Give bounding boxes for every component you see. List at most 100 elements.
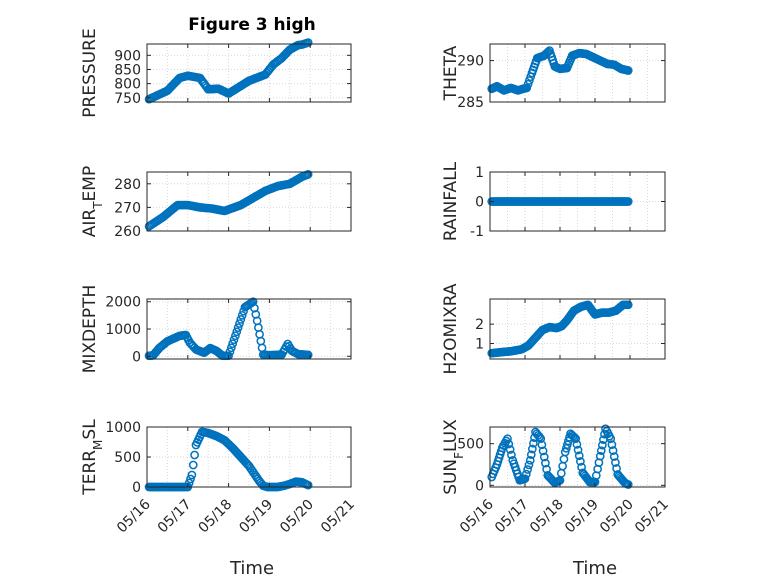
- data-point: [229, 335, 239, 345]
- x-tick-label: 05/17: [155, 497, 195, 537]
- data-point: [236, 315, 246, 324]
- data-point: [228, 339, 238, 349]
- data-point: [233, 323, 243, 332]
- data-point: [623, 197, 633, 206]
- x-axis-label-right: Time: [572, 558, 617, 579]
- data-point: [237, 311, 247, 320]
- subplot-rainfall: -1 0 1 RAINFALL: [441, 161, 666, 241]
- data-point: [522, 83, 532, 93]
- y-axis-label: TERRMSL: [80, 419, 105, 496]
- data-point: [537, 440, 547, 450]
- y-tick-label: 0: [475, 478, 484, 494]
- data-point: [226, 343, 236, 353]
- data-point: [571, 434, 581, 444]
- data-point: [507, 450, 516, 460]
- subplot-h2omixra: 1 2 H2OMIXRA: [441, 283, 666, 375]
- y-tick-label: 270: [114, 200, 141, 216]
- y-tick-label: 0: [132, 480, 141, 496]
- subplot-air_temp: 260 270 280 AIRTEMP: [80, 166, 352, 240]
- data-point: [529, 438, 538, 448]
- data-point: [303, 480, 313, 490]
- y-tick-label: 1000: [105, 420, 141, 436]
- data-point: [523, 79, 533, 89]
- data-point: [612, 464, 621, 473]
- data-point: [539, 452, 549, 462]
- x-tick-label: 05/20: [597, 497, 637, 537]
- axes-box: [146, 43, 352, 103]
- data-point: [607, 440, 617, 449]
- x-axis-label-left: Time: [229, 558, 274, 579]
- data-point: [573, 445, 583, 455]
- y-tick-label: 2000: [105, 295, 141, 311]
- y-tick-label: 850: [114, 62, 141, 78]
- y-tick-label: 0: [132, 349, 141, 365]
- y-tick-label: 1: [475, 165, 484, 181]
- y-tick-label: 280: [114, 177, 141, 193]
- data-point: [187, 470, 197, 480]
- data-point: [523, 465, 532, 474]
- y-tick-label: 500: [114, 450, 141, 466]
- y-tick-label: 285: [457, 95, 484, 111]
- data-point: [190, 450, 199, 460]
- y-axis-label: THETA: [441, 45, 461, 101]
- data-point: [623, 300, 633, 310]
- data-point: [524, 460, 534, 470]
- axes-box: [489, 426, 666, 488]
- data-point: [232, 327, 242, 337]
- data-point: [611, 458, 620, 467]
- data-point: [536, 434, 546, 444]
- y-tick-label: 0: [475, 195, 484, 211]
- data-point: [598, 440, 607, 450]
- figure-title: Figure 3 high: [188, 15, 316, 35]
- x-tick-label: 05/16: [114, 496, 154, 536]
- data-point: [521, 469, 531, 479]
- data-point: [542, 464, 551, 474]
- data-point: [225, 347, 235, 357]
- y-tick-label: 800: [114, 77, 141, 93]
- y-axis-label: SUNFLUX: [441, 419, 466, 495]
- y-axis-label: MIXDEPTH: [80, 285, 100, 374]
- plot-area: [147, 44, 351, 102]
- subplot-mixdepth: 0 1000 2000 MIXDEPTH: [80, 285, 352, 374]
- data-point: [623, 66, 633, 75]
- data-point: [525, 76, 534, 85]
- data-point: [235, 319, 244, 328]
- data-point: [303, 38, 313, 47]
- data-point: [504, 439, 514, 449]
- axes-box: [146, 171, 352, 232]
- y-axis-label: PRESSURE: [80, 28, 100, 117]
- data-point: [525, 455, 535, 465]
- y-tick-label: -1: [470, 224, 484, 240]
- y-tick-label: 260: [114, 224, 141, 240]
- data-point: [608, 446, 618, 455]
- data-point: [526, 450, 536, 460]
- data-point: [606, 434, 616, 444]
- x-tick-label: 05/21: [318, 497, 358, 537]
- y-tick-label: 1: [475, 337, 484, 353]
- x-tick-label: 05/18: [527, 497, 567, 537]
- data-point: [503, 434, 512, 444]
- data-point: [596, 446, 606, 456]
- y-tick-label: 900: [114, 48, 141, 64]
- y-tick-label: 2: [475, 317, 484, 333]
- data-point: [609, 452, 619, 461]
- y-axis-label: AIRTEMP: [80, 166, 105, 237]
- x-tick-label: 05/17: [492, 497, 532, 537]
- data-point: [574, 451, 584, 461]
- x-tick-label: 05/19: [236, 497, 276, 537]
- x-tick-label: 05/18: [196, 497, 236, 537]
- data-point: [568, 431, 578, 441]
- axes-box: [489, 298, 666, 360]
- data-point: [231, 331, 240, 341]
- data-point: [520, 474, 530, 484]
- x-tick-label: 05/16: [457, 496, 497, 536]
- data-point: [188, 460, 198, 470]
- y-tick-label: 750: [114, 91, 141, 107]
- y-axis-label: RAINFALL: [441, 161, 461, 241]
- subplot-terr_msl: 0 500 1000 05/16 05/17 05/18 05/19 05/20 05/21 TE…: [80, 419, 358, 537]
